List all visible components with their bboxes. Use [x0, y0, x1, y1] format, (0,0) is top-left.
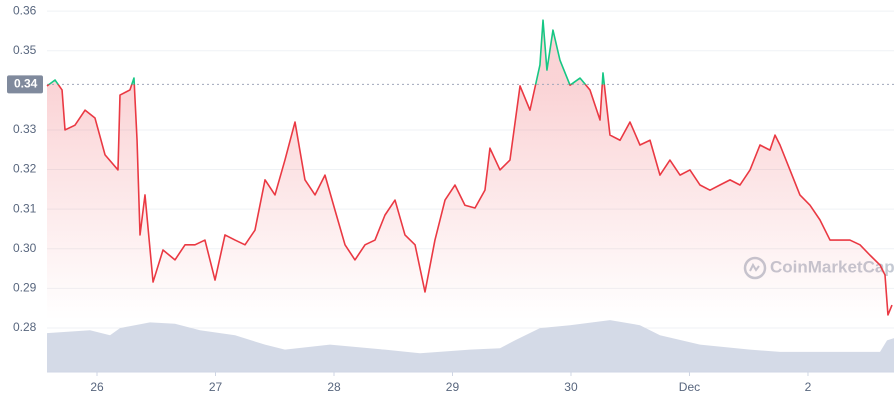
x-tick-label: 27 — [209, 380, 223, 394]
x-tick-label: Dec — [679, 380, 700, 394]
y-tick-label: 0.32 — [13, 162, 37, 176]
y-tick-label: 0.30 — [13, 241, 37, 255]
x-tick-label: 29 — [446, 380, 460, 394]
x-tick-label: 26 — [90, 380, 104, 394]
x-tick-label: 28 — [327, 380, 341, 394]
price-area — [47, 20, 892, 373]
y-tick-label: 0.36 — [13, 3, 37, 17]
y-tick-label: 0.33 — [13, 122, 37, 136]
y-tick-label: 0.28 — [13, 320, 37, 334]
y-tick-label: 0.31 — [13, 201, 37, 215]
y-tick-label: 0.35 — [13, 43, 37, 57]
y-tick-label: 0.29 — [13, 281, 37, 295]
x-tick-label: 2 — [805, 380, 812, 394]
reference-label: 0.34 — [14, 77, 38, 91]
reference-label-box — [7, 75, 43, 94]
x-tick-label: 30 — [564, 380, 578, 394]
price-line — [46, 19, 893, 316]
